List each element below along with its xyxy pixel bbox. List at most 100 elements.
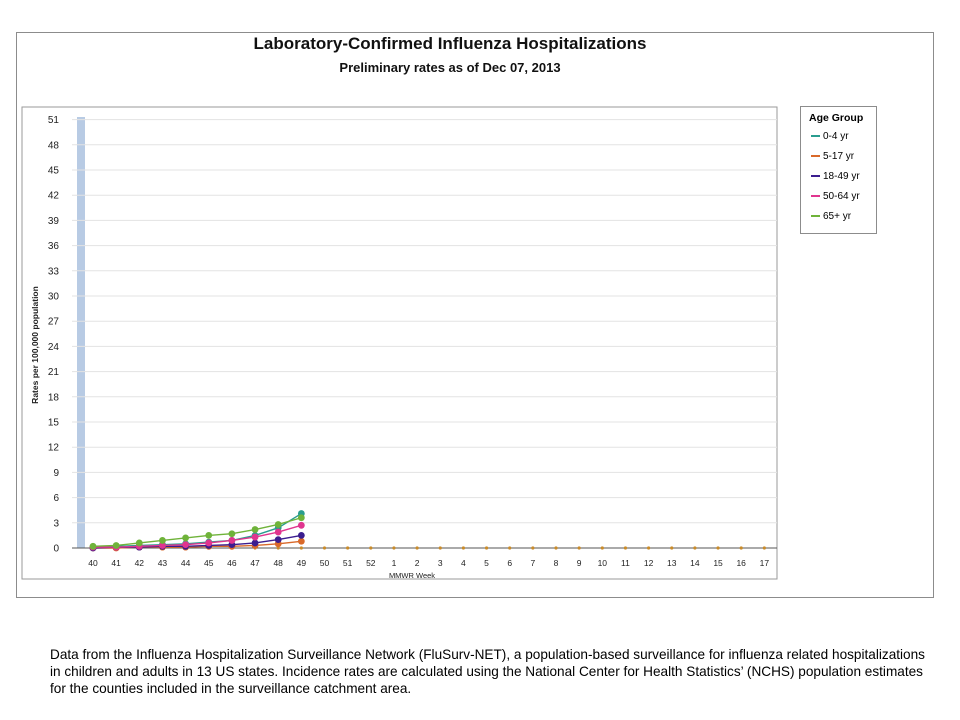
x-tick-label: 45 bbox=[204, 558, 214, 568]
baseline-marker bbox=[554, 546, 558, 550]
baseline-marker bbox=[369, 546, 373, 550]
plot-box bbox=[21, 106, 778, 580]
x-tick-label: 8 bbox=[554, 558, 559, 568]
baseline-marker bbox=[647, 546, 651, 550]
x-tick-label: 47 bbox=[250, 558, 260, 568]
legend-swatch bbox=[811, 135, 820, 138]
y-axis-title: Rates per 100,000 population bbox=[30, 286, 40, 404]
baseline-marker bbox=[600, 546, 604, 550]
series-point bbox=[159, 537, 166, 544]
y-tick-label: 45 bbox=[48, 166, 60, 177]
baseline-marker bbox=[531, 546, 535, 550]
legend-item: 5-17 yr bbox=[811, 150, 854, 164]
y-tick-label: 30 bbox=[48, 292, 60, 303]
series-point bbox=[182, 534, 190, 542]
x-tick-label: 16 bbox=[736, 558, 746, 568]
baseline-marker bbox=[739, 546, 743, 550]
series-point bbox=[297, 514, 305, 522]
x-tick-label: 42 bbox=[135, 558, 145, 568]
series-point bbox=[297, 537, 305, 545]
legend: Age Group 0-4 yr 5-17 yr 18-49 yr 50-64 yr 6… bbox=[800, 106, 877, 234]
baseline-marker bbox=[322, 546, 327, 550]
y-tick-label: 18 bbox=[48, 392, 60, 403]
baseline-marker bbox=[299, 546, 303, 550]
series-point bbox=[251, 539, 259, 547]
series-point bbox=[89, 542, 97, 550]
baseline-marker bbox=[508, 546, 512, 550]
y-tick-label: 21 bbox=[48, 367, 60, 378]
x-tick-label: 7 bbox=[530, 558, 535, 568]
x-tick-label: 48 bbox=[273, 558, 283, 568]
x-tick-label: 52 bbox=[366, 558, 376, 568]
y-tick-label: 0 bbox=[53, 544, 59, 555]
series-point bbox=[297, 532, 305, 539]
highlight-band bbox=[77, 117, 85, 548]
chart-subtitle: Preliminary rates as of Dec 07, 2013 bbox=[339, 60, 561, 75]
x-tick-label: 5 bbox=[484, 558, 489, 568]
baseline-marker bbox=[762, 546, 766, 550]
baseline-marker bbox=[438, 546, 442, 550]
y-tick-label: 24 bbox=[48, 342, 60, 353]
x-tick-label: 2 bbox=[415, 558, 420, 568]
baseline-marker bbox=[276, 546, 280, 550]
legend-label: 65+ yr bbox=[823, 211, 852, 222]
y-tick-label: 51 bbox=[48, 115, 60, 126]
baseline-marker bbox=[577, 546, 581, 550]
legend-item: 50-64 yr bbox=[811, 190, 860, 204]
series-point bbox=[182, 541, 190, 549]
legend-swatch bbox=[811, 175, 820, 178]
y-tick-label: 12 bbox=[48, 443, 60, 454]
series-point bbox=[251, 533, 259, 541]
series-point bbox=[112, 542, 120, 549]
x-tick-label: 41 bbox=[111, 558, 121, 568]
legend-item: 18-49 yr bbox=[811, 170, 860, 184]
x-tick-label: 9 bbox=[577, 558, 582, 568]
y-tick-label: 3 bbox=[53, 518, 59, 529]
series-point bbox=[205, 532, 213, 539]
x-tick-label: 50 bbox=[320, 558, 330, 568]
series-point bbox=[159, 542, 166, 549]
baseline-marker bbox=[670, 546, 674, 550]
x-tick-label: 3 bbox=[438, 558, 443, 568]
baseline-marker bbox=[484, 546, 489, 550]
x-tick-label: 6 bbox=[507, 558, 512, 568]
legend-label: 18-49 yr bbox=[823, 171, 860, 182]
y-tick-label: 27 bbox=[48, 317, 60, 328]
x-tick-label: 51 bbox=[343, 558, 353, 568]
x-tick-label: 12 bbox=[644, 558, 654, 568]
baseline-marker bbox=[461, 546, 465, 550]
y-tick-label: 36 bbox=[48, 241, 60, 252]
x-tick-label: 4 bbox=[461, 558, 466, 568]
chart-title: Laboratory-Confirmed Influenza Hospitali… bbox=[253, 34, 647, 53]
y-tick-label: 48 bbox=[48, 140, 60, 151]
baseline-marker bbox=[346, 546, 350, 550]
y-tick-label: 39 bbox=[48, 216, 60, 227]
y-tick-label: 33 bbox=[48, 266, 60, 277]
series-point bbox=[251, 526, 259, 533]
x-tick-label: 15 bbox=[713, 558, 723, 568]
series-line bbox=[92, 512, 302, 548]
baseline-marker bbox=[392, 546, 396, 550]
baseline-marker bbox=[415, 546, 419, 550]
x-tick-label: 49 bbox=[297, 558, 307, 568]
legend-label: 5-17 yr bbox=[823, 151, 855, 162]
series-point bbox=[135, 539, 143, 547]
legend-swatch bbox=[811, 195, 820, 198]
legend-item: 0-4 yr bbox=[811, 130, 849, 144]
x-axis-title: MMWR Week bbox=[389, 571, 435, 580]
legend-title: Age Group bbox=[809, 112, 864, 124]
legend-swatch bbox=[811, 215, 820, 218]
y-tick-label: 42 bbox=[48, 191, 60, 202]
baseline-marker bbox=[716, 546, 720, 550]
legend-label: 50-64 yr bbox=[823, 191, 860, 202]
series-line bbox=[93, 524, 302, 548]
series-point bbox=[297, 521, 305, 529]
x-tick-label: 10 bbox=[598, 558, 608, 568]
x-tick-label: 13 bbox=[667, 558, 677, 568]
x-tick-label: 43 bbox=[158, 558, 168, 568]
series-point bbox=[228, 537, 236, 544]
baseline-marker bbox=[623, 546, 628, 550]
x-tick-label: 1 bbox=[392, 558, 397, 568]
series-point bbox=[228, 530, 236, 538]
x-tick-label: 14 bbox=[690, 558, 700, 568]
